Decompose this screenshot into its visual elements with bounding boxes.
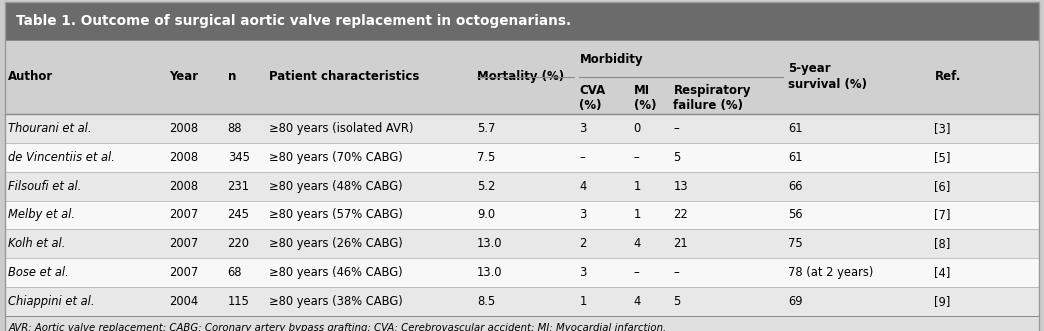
- Text: 2007: 2007: [169, 266, 198, 279]
- Text: Morbidity: Morbidity: [579, 53, 643, 66]
- Text: ≥80 years (48% CABG): ≥80 years (48% CABG): [269, 180, 403, 193]
- Text: 2008: 2008: [169, 180, 198, 193]
- Text: 345: 345: [228, 151, 250, 164]
- Text: 4: 4: [634, 237, 641, 250]
- Text: 75: 75: [788, 237, 803, 250]
- Text: –: –: [579, 151, 586, 164]
- Text: Respiratory
failure (%): Respiratory failure (%): [673, 84, 751, 113]
- Text: 1: 1: [634, 180, 641, 193]
- Bar: [5, 258, 1039, 287]
- Text: Chiappini et al.: Chiappini et al.: [8, 295, 95, 308]
- Text: [5]: [5]: [934, 151, 951, 164]
- Text: [7]: [7]: [934, 209, 951, 221]
- Bar: [5, 229, 1039, 258]
- Text: 61: 61: [788, 122, 803, 135]
- Text: 2008: 2008: [169, 122, 198, 135]
- Text: 1: 1: [579, 295, 587, 308]
- Text: 245: 245: [228, 209, 250, 221]
- Text: [3]: [3]: [934, 122, 951, 135]
- Bar: [5, 40, 1039, 114]
- Text: 61: 61: [788, 151, 803, 164]
- Bar: [5, 143, 1039, 172]
- Text: [6]: [6]: [934, 180, 951, 193]
- Text: Author: Author: [8, 71, 53, 83]
- Text: 13.0: 13.0: [477, 266, 502, 279]
- Text: 115: 115: [228, 295, 250, 308]
- Text: 13.0: 13.0: [477, 237, 502, 250]
- Text: 2008: 2008: [169, 151, 198, 164]
- Text: Mortality (%): Mortality (%): [477, 71, 564, 83]
- Text: 5: 5: [673, 295, 681, 308]
- Text: 5.2: 5.2: [477, 180, 496, 193]
- Text: 9.0: 9.0: [477, 209, 495, 221]
- Text: 1: 1: [634, 209, 641, 221]
- Text: 4: 4: [579, 180, 587, 193]
- Text: Ref.: Ref.: [934, 71, 960, 83]
- Text: 5-year
survival (%): 5-year survival (%): [788, 63, 868, 91]
- Text: 13: 13: [673, 180, 688, 193]
- Text: ≥80 years (70% CABG): ≥80 years (70% CABG): [269, 151, 403, 164]
- Text: 5.7: 5.7: [477, 122, 496, 135]
- Text: AVR: Aortic valve replacement; CABG: Coronary artery bypass grafting; CVA: Cereb: AVR: Aortic valve replacement; CABG: Cor…: [8, 323, 667, 331]
- Text: Patient characteristics: Patient characteristics: [269, 71, 420, 83]
- Text: Year: Year: [169, 71, 198, 83]
- Text: de Vincentiis et al.: de Vincentiis et al.: [8, 151, 115, 164]
- Text: 2: 2: [579, 237, 587, 250]
- Text: 4: 4: [634, 295, 641, 308]
- Text: 3: 3: [579, 209, 587, 221]
- Text: Kolh et al.: Kolh et al.: [8, 237, 66, 250]
- Text: 5: 5: [673, 151, 681, 164]
- Text: Bose et al.: Bose et al.: [8, 266, 69, 279]
- Text: 231: 231: [228, 180, 250, 193]
- Text: Thourani et al.: Thourani et al.: [8, 122, 92, 135]
- Text: Table 1. Outcome of surgical aortic valve replacement in octogenarians.: Table 1. Outcome of surgical aortic valv…: [16, 14, 571, 28]
- Text: 88: 88: [228, 122, 242, 135]
- Text: 21: 21: [673, 237, 688, 250]
- Text: ≥80 years (57% CABG): ≥80 years (57% CABG): [269, 209, 403, 221]
- Text: –: –: [634, 151, 640, 164]
- Text: ≥80 years (38% CABG): ≥80 years (38% CABG): [269, 295, 403, 308]
- Text: 7.5: 7.5: [477, 151, 496, 164]
- Bar: [5, 2, 1039, 40]
- Bar: [5, 114, 1039, 143]
- Text: ≥80 years (26% CABG): ≥80 years (26% CABG): [269, 237, 403, 250]
- Text: MI
(%): MI (%): [634, 84, 657, 113]
- Text: ≥80 years (46% CABG): ≥80 years (46% CABG): [269, 266, 403, 279]
- Text: Melby et al.: Melby et al.: [8, 209, 75, 221]
- Text: 68: 68: [228, 266, 242, 279]
- Text: [4]: [4]: [934, 266, 951, 279]
- Text: 3: 3: [579, 122, 587, 135]
- Text: CVA
(%): CVA (%): [579, 84, 606, 113]
- Bar: [5, 316, 1039, 331]
- Text: 78 (at 2 years): 78 (at 2 years): [788, 266, 874, 279]
- Text: 2007: 2007: [169, 209, 198, 221]
- Text: 22: 22: [673, 209, 688, 221]
- Bar: [5, 287, 1039, 316]
- Text: 3: 3: [579, 266, 587, 279]
- Text: 56: 56: [788, 209, 803, 221]
- Text: [9]: [9]: [934, 295, 951, 308]
- Text: –: –: [673, 266, 680, 279]
- Bar: [5, 172, 1039, 201]
- Bar: [5, 201, 1039, 229]
- Text: n: n: [228, 71, 236, 83]
- Text: 69: 69: [788, 295, 803, 308]
- Text: [8]: [8]: [934, 237, 951, 250]
- Text: 66: 66: [788, 180, 803, 193]
- Text: –: –: [673, 122, 680, 135]
- Text: –: –: [634, 266, 640, 279]
- Text: 8.5: 8.5: [477, 295, 495, 308]
- Text: 0: 0: [634, 122, 641, 135]
- Text: ≥80 years (isolated AVR): ≥80 years (isolated AVR): [269, 122, 413, 135]
- Text: 2007: 2007: [169, 237, 198, 250]
- Text: 220: 220: [228, 237, 250, 250]
- Text: Filsoufi et al.: Filsoufi et al.: [8, 180, 81, 193]
- Text: 2004: 2004: [169, 295, 198, 308]
